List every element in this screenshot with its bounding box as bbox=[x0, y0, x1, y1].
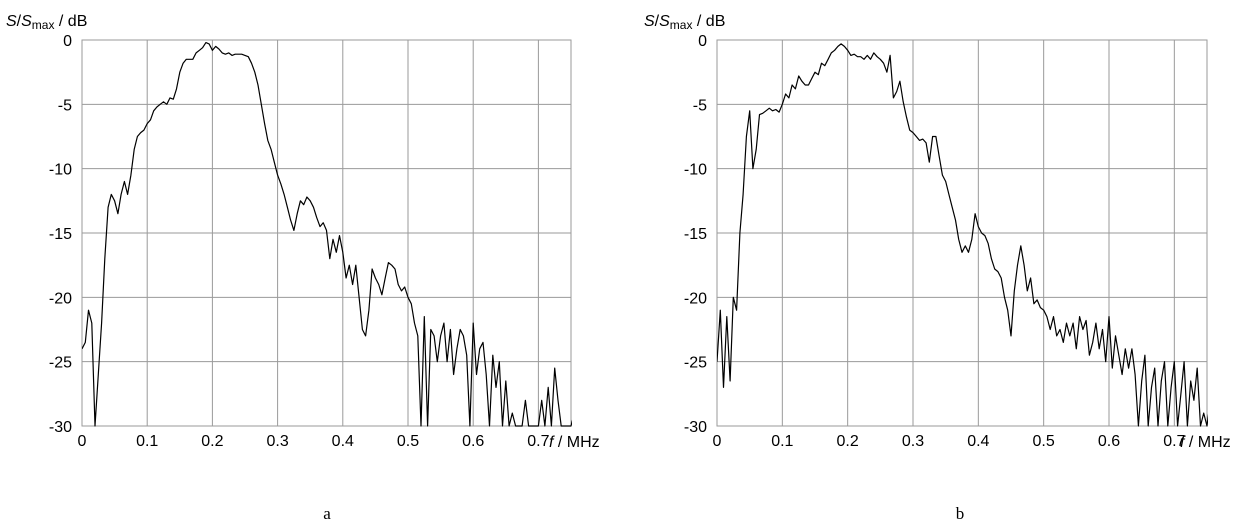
x-tick-label: 0 bbox=[713, 433, 722, 450]
x-tick-label: 0.5 bbox=[397, 433, 419, 450]
y-tick-label: -30 bbox=[684, 419, 707, 436]
y-tick-label: -15 bbox=[49, 226, 72, 243]
y-tick-label: -5 bbox=[58, 97, 72, 114]
x-tick-label: 0.2 bbox=[201, 433, 223, 450]
series-line bbox=[82, 41, 572, 427]
y-tick-label: 0 bbox=[698, 33, 707, 50]
x-tick-label: 0.4 bbox=[332, 433, 354, 450]
y-tick-label: -15 bbox=[684, 226, 707, 243]
x-tick-label: 0.5 bbox=[1033, 433, 1055, 450]
y-tick-label: -30 bbox=[49, 419, 72, 436]
grid bbox=[716, 39, 1207, 427]
y-tick-label: -5 bbox=[693, 97, 707, 114]
panel-label-a: a bbox=[323, 504, 331, 523]
x-tick-label: 0.3 bbox=[266, 433, 288, 450]
y-tick-label: -20 bbox=[684, 290, 707, 307]
y-tick-label: -20 bbox=[49, 290, 72, 307]
x-tick-label: 0.7 bbox=[1163, 433, 1185, 450]
x-tick-label: 0.2 bbox=[837, 433, 859, 450]
x-tick-label: 0.6 bbox=[462, 433, 484, 450]
x-axis-label: f / MHz bbox=[1180, 434, 1231, 451]
x-axis-label: f / MHz bbox=[549, 434, 600, 451]
x-tick-label: 0.3 bbox=[902, 433, 924, 450]
chart-panel-b: S/Smax / dB f / MHz b 0 0.1 0.2 0.3 0.4 0.5 0.… bbox=[644, 13, 1231, 523]
series-line bbox=[717, 43, 1208, 427]
y-tick-label: -25 bbox=[49, 355, 72, 372]
x-tick-label: 0.1 bbox=[771, 433, 793, 450]
panel-label-b: b bbox=[956, 504, 965, 523]
plot-frame bbox=[716, 39, 1208, 427]
y-axis-label: S/Smax / dB bbox=[6, 13, 87, 32]
y-tick-label: -25 bbox=[684, 355, 707, 372]
y-tick-label: -10 bbox=[49, 162, 72, 179]
y-axis-label: S/Smax / dB bbox=[644, 13, 725, 32]
y-tick-label: -10 bbox=[684, 162, 707, 179]
grid bbox=[81, 39, 571, 427]
y-tick-label: 0 bbox=[63, 33, 72, 50]
chart-panel-a: S/Smax / dB f / MHz a 0 0.1 0.2 0.3 0.4 0.5 0.… bbox=[6, 13, 600, 523]
x-tick-label: 0.7 bbox=[527, 433, 549, 450]
x-tick-label: 0.1 bbox=[136, 433, 158, 450]
x-tick-label: 0.6 bbox=[1098, 433, 1120, 450]
x-tick-label: 0 bbox=[78, 433, 87, 450]
x-tick-label: 0.4 bbox=[967, 433, 989, 450]
plot-frame bbox=[81, 39, 572, 427]
